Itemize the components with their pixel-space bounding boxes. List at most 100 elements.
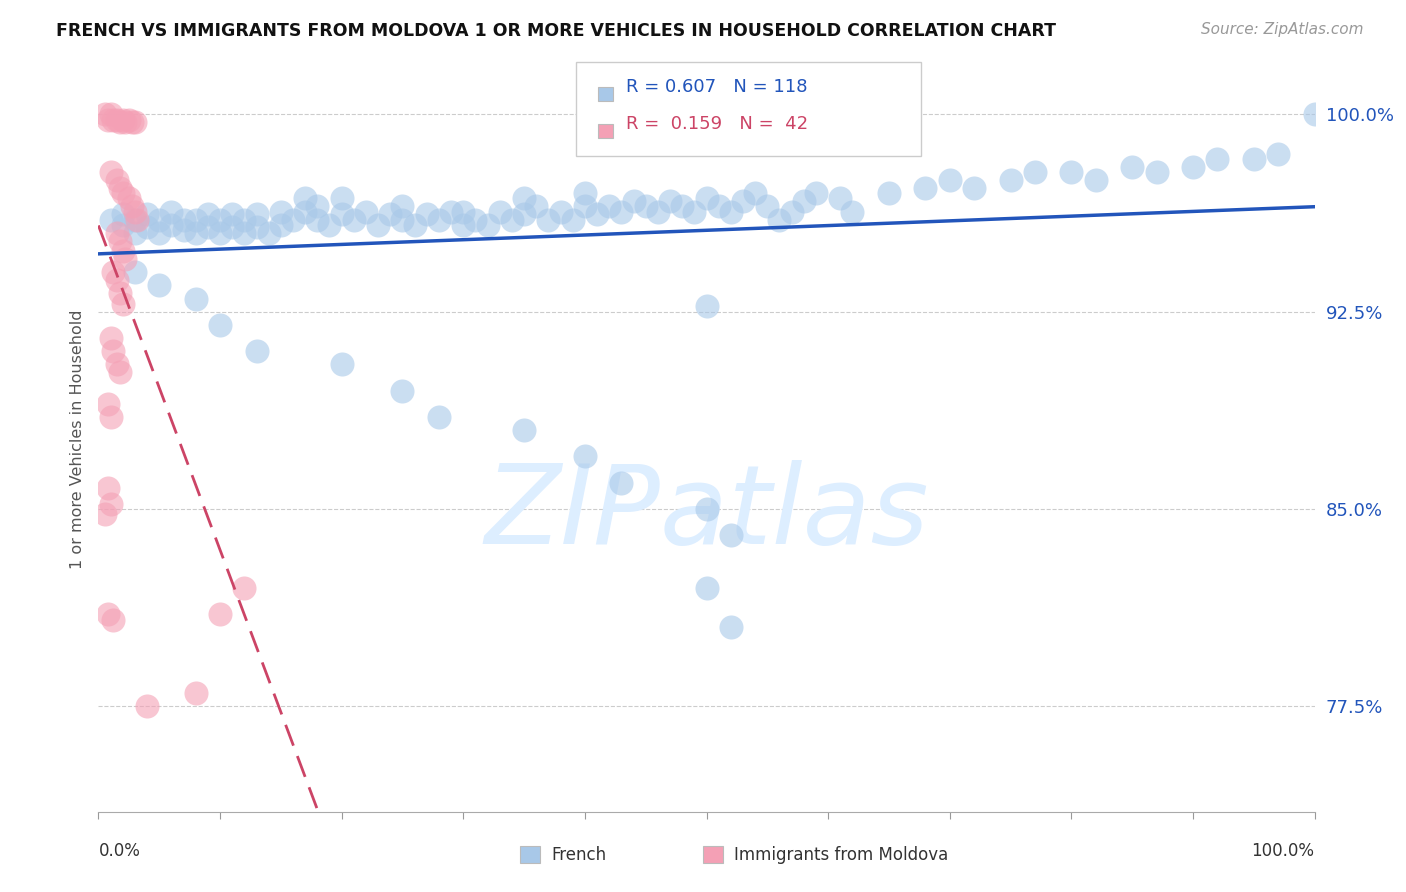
Point: [93, 508, 115, 522]
Point: [233, 226, 256, 240]
Point: [173, 212, 195, 227]
Point: [118, 192, 141, 206]
Point: [209, 318, 232, 332]
Point: [101, 112, 124, 127]
Point: [294, 204, 316, 219]
Point: [245, 220, 267, 235]
Point: [768, 212, 790, 227]
Point: [488, 204, 510, 219]
Text: French: French: [551, 846, 606, 863]
Point: [114, 252, 136, 266]
Point: [1243, 152, 1265, 166]
Point: [209, 212, 232, 227]
Point: [184, 292, 207, 306]
Point: [124, 204, 146, 219]
Point: [914, 181, 936, 195]
Point: [110, 365, 132, 379]
Point: [270, 218, 292, 232]
Point: [647, 204, 669, 219]
Point: [1060, 165, 1083, 179]
Point: [804, 186, 827, 201]
Point: [160, 218, 183, 232]
Point: [416, 207, 439, 221]
Point: [281, 212, 304, 227]
Point: [124, 226, 146, 240]
Point: [184, 686, 207, 700]
Point: [100, 107, 122, 121]
Y-axis label: 1 or more Vehicles in Household: 1 or more Vehicles in Household: [69, 310, 84, 569]
Point: [793, 194, 815, 208]
Point: [110, 115, 132, 129]
Point: [111, 207, 134, 221]
Point: [720, 204, 742, 219]
Point: [221, 207, 243, 221]
Point: [598, 199, 620, 213]
Point: [391, 212, 413, 227]
Point: [105, 273, 128, 287]
Point: [160, 204, 183, 219]
Point: [696, 299, 718, 313]
Point: [440, 204, 463, 219]
Point: [830, 192, 852, 206]
Point: [111, 112, 134, 127]
Point: [367, 218, 389, 232]
Point: [501, 212, 523, 227]
Point: [245, 207, 267, 221]
Point: [197, 207, 219, 221]
Point: [101, 613, 124, 627]
Point: [110, 181, 132, 195]
Point: [111, 186, 134, 201]
Point: [634, 199, 657, 213]
Point: [307, 199, 329, 213]
Point: [427, 212, 450, 227]
Point: [696, 502, 718, 516]
Point: [184, 226, 207, 240]
Point: [574, 450, 596, 464]
Point: [696, 581, 718, 595]
Point: [121, 115, 143, 129]
Point: [1084, 173, 1107, 187]
Point: [561, 212, 583, 227]
Point: [756, 199, 779, 213]
Point: [453, 218, 475, 232]
Point: [744, 186, 766, 201]
Point: [1206, 152, 1229, 166]
Point: [233, 212, 256, 227]
Point: [233, 581, 256, 595]
Point: [610, 204, 633, 219]
Point: [105, 357, 128, 371]
Point: [318, 218, 340, 232]
Point: [97, 112, 120, 127]
Point: [221, 220, 243, 235]
Point: [257, 226, 280, 240]
Text: Immigrants from Moldova: Immigrants from Moldova: [734, 846, 948, 863]
Point: [477, 218, 499, 232]
Point: [707, 199, 730, 213]
Point: [330, 357, 353, 371]
Text: Source: ZipAtlas.com: Source: ZipAtlas.com: [1201, 22, 1364, 37]
Point: [127, 212, 149, 227]
Point: [343, 212, 366, 227]
Point: [683, 204, 706, 219]
Point: [671, 199, 693, 213]
Point: [118, 112, 141, 127]
Point: [197, 220, 219, 235]
Point: [101, 265, 124, 279]
Point: [124, 265, 146, 279]
Point: [623, 194, 645, 208]
Point: [1121, 160, 1143, 174]
Point: [110, 286, 132, 301]
Point: [391, 384, 413, 398]
Point: [841, 204, 863, 219]
Point: [101, 344, 124, 359]
Point: [111, 244, 134, 259]
Text: R =  0.159   N =  42: R = 0.159 N = 42: [626, 115, 808, 133]
Point: [1267, 146, 1289, 161]
Point: [111, 218, 134, 232]
Point: [105, 112, 128, 127]
Point: [1182, 160, 1205, 174]
Point: [513, 423, 536, 437]
Point: [659, 194, 682, 208]
Point: [427, 409, 450, 424]
Point: [877, 186, 900, 201]
